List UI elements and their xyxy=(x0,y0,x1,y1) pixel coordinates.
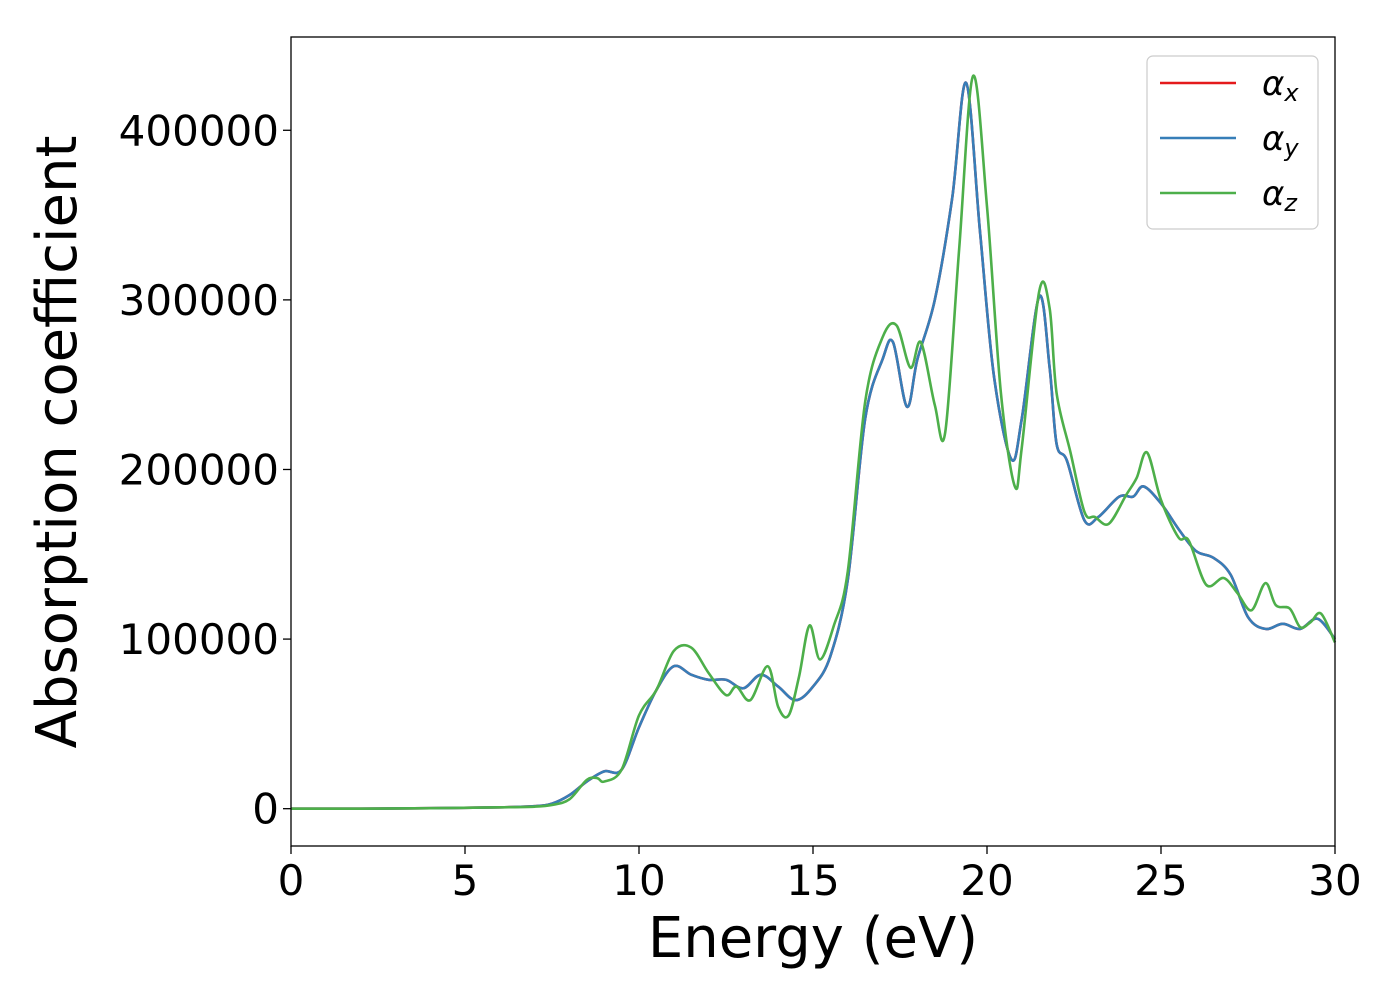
x-tick-label: 0 xyxy=(278,856,305,905)
x-tick-label: 15 xyxy=(786,856,839,905)
legend-box xyxy=(1146,55,1319,230)
x-axis-label: Energy (eV) xyxy=(648,906,978,971)
y-tick-label: 200000 xyxy=(119,445,279,494)
legend-label-y: αy xyxy=(1262,119,1299,162)
y-tick-label: 100000 xyxy=(119,615,279,664)
x-tick-label: 30 xyxy=(1308,856,1361,905)
y-axis: 0 100000 200000 300000 400000 xyxy=(119,106,291,834)
x-tick-label: 25 xyxy=(1134,856,1187,905)
series-line-z xyxy=(290,74,1337,811)
x-tick-label: 20 xyxy=(960,856,1013,905)
x-tick-label: 5 xyxy=(452,856,479,905)
y-tick-label: 400000 xyxy=(119,106,279,155)
y-axis-label: Absorption coefficient xyxy=(25,136,90,749)
legend-label-x: αx xyxy=(1262,64,1299,107)
y-tick-label: 300000 xyxy=(119,276,279,325)
x-tick-label: 10 xyxy=(612,856,665,905)
series-layer xyxy=(290,74,1337,811)
x-axis: 0 5 10 15 20 25 30 xyxy=(278,846,1362,905)
y-tick-label: 0 xyxy=(252,785,279,834)
